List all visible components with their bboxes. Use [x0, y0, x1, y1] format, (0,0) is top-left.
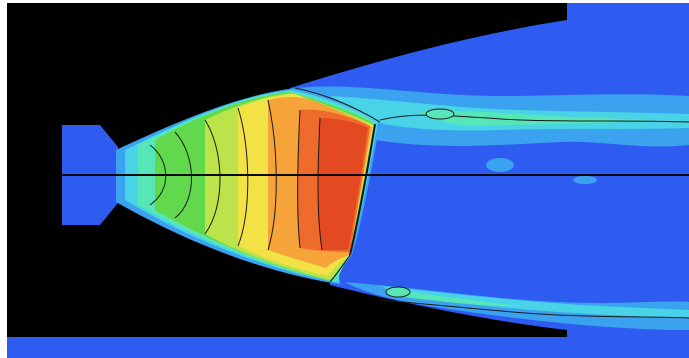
plume-eddy-lower: [385, 286, 411, 298]
plume-bubble-center: [486, 158, 514, 172]
plume-aqua-band-lower: [385, 288, 520, 306]
plume-aqua-band-upper: [420, 110, 650, 126]
plume-cyan-band-lower: [380, 286, 689, 318]
plume-eddy-upper: [425, 108, 455, 120]
nozzle-contour-band-9: [318, 118, 368, 250]
plume-bubble-right: [573, 176, 597, 184]
